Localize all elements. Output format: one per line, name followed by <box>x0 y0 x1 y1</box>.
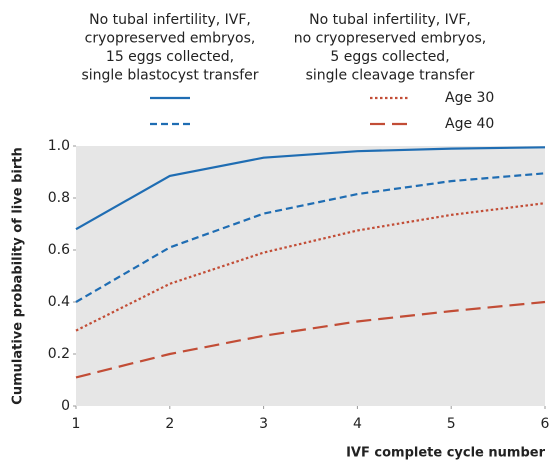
legend-header: 5 eggs collected, <box>330 49 449 65</box>
legend-header: 15 eggs collected, <box>106 49 234 65</box>
y-tick-label: 0 <box>61 398 70 414</box>
y-tick-label: 0.8 <box>48 190 70 206</box>
plot-area <box>76 146 545 406</box>
legend-header: single cleavage transfer <box>306 68 475 84</box>
series-line <box>75 300 546 379</box>
x-tick-label: 1 <box>72 416 81 432</box>
y-tick-label: 0.4 <box>48 294 70 310</box>
series-line <box>75 202 546 332</box>
x-tick-label: 5 <box>447 416 456 432</box>
x-tick-label: 4 <box>353 416 362 432</box>
legend-header: single blastocyst transfer <box>81 68 258 84</box>
y-tick-label: 0.2 <box>48 346 70 362</box>
x-axis-label: IVF complete cycle number <box>346 446 545 461</box>
y-axis-label: Cumulative probability of live birth <box>11 147 26 404</box>
legend-label: Age 30 <box>445 90 494 106</box>
legend-label: Age 40 <box>445 116 494 132</box>
x-tick-label: 2 <box>165 416 174 432</box>
legend-header: No tubal infertility, IVF, <box>89 12 251 28</box>
x-tick-label: 6 <box>541 416 550 432</box>
x-tick-label: 3 <box>259 416 268 432</box>
series-line <box>75 172 546 303</box>
series-line <box>75 146 546 231</box>
y-tick-label: 0.6 <box>48 242 70 258</box>
legend-header: No tubal infertility, IVF, <box>309 12 471 28</box>
legend-header: cryopreserved embryos, <box>85 31 256 47</box>
y-tick-label: 1.0 <box>48 138 70 154</box>
legend-header: no cryopreserved embryos, <box>294 31 487 47</box>
